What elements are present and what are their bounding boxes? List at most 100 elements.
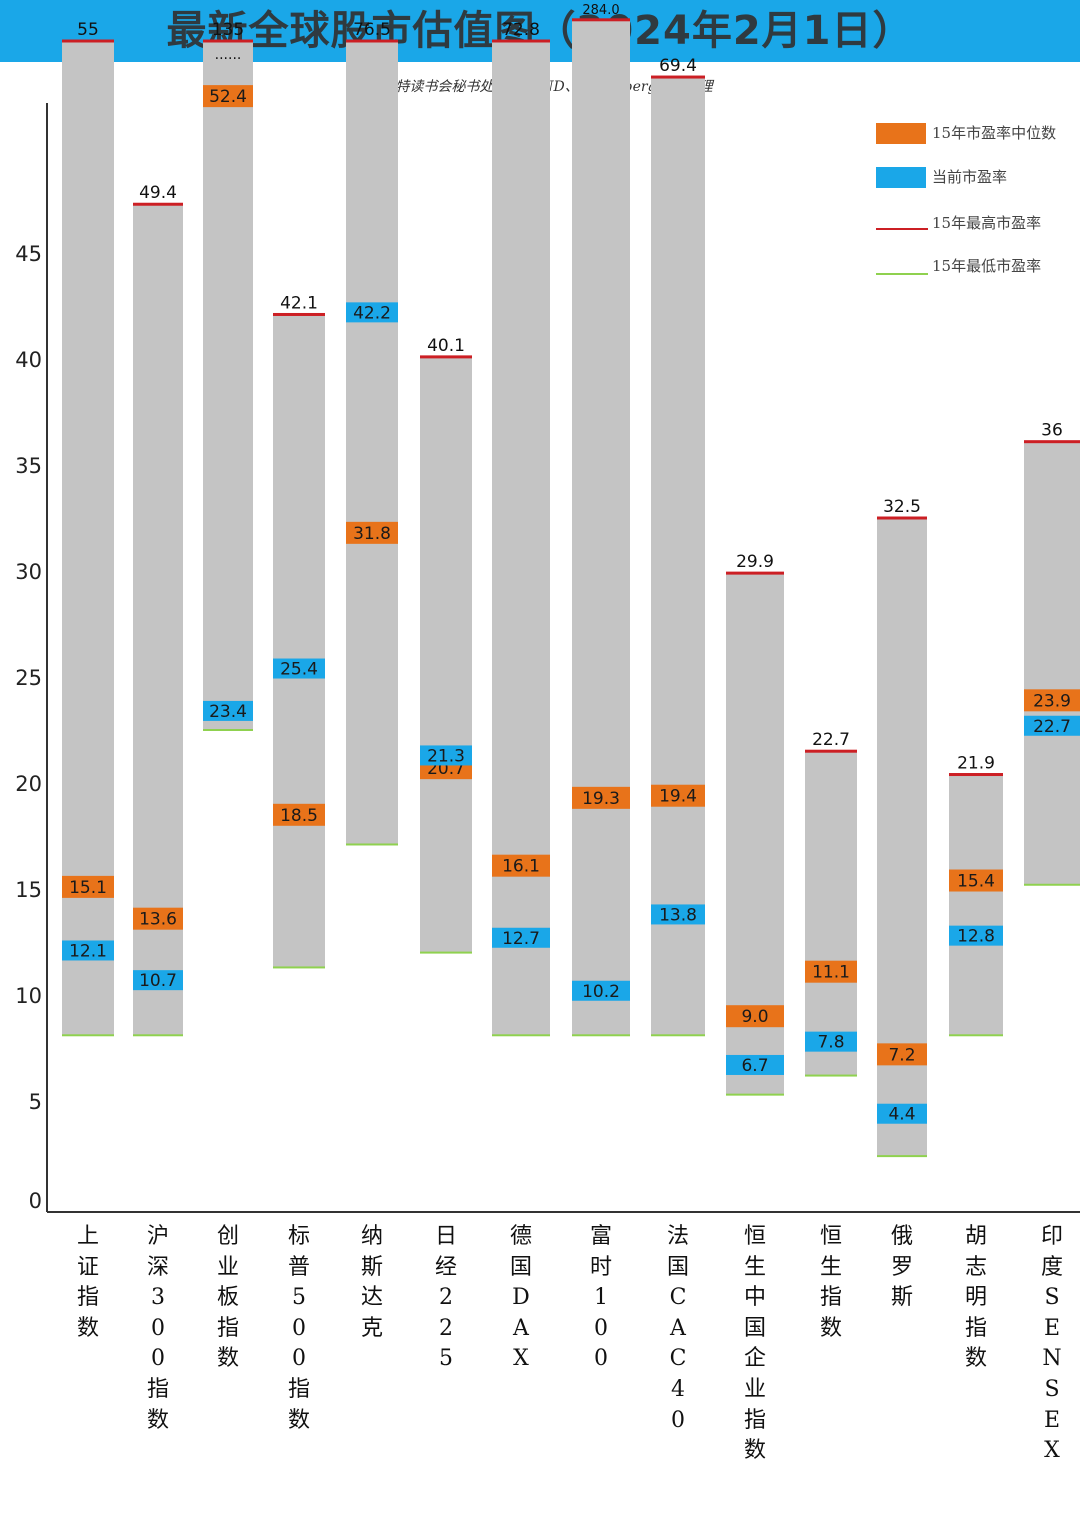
x-axis-label-char: 5 — [439, 1346, 453, 1372]
x-axis-label-char: 2 — [439, 1315, 453, 1341]
bar-range — [273, 314, 325, 968]
bar-median-marker — [572, 786, 630, 809]
bar-median-label: 13.6 — [139, 910, 177, 930]
x-axis-label-char: 达 — [360, 1285, 383, 1311]
bar-current-marker — [346, 302, 398, 323]
bar-high-label: 22.7 — [812, 730, 850, 750]
bar-current-marker — [273, 658, 325, 679]
bar-current-marker — [949, 925, 1003, 946]
bar-current-label: 12.8 — [957, 927, 995, 947]
y-tick-label: 0 — [29, 1189, 42, 1213]
bar-current-marker — [420, 745, 472, 766]
bar-high-label: 36 — [1041, 421, 1063, 441]
x-axis-label-char: 经 — [434, 1254, 457, 1280]
bar-median-marker — [1024, 689, 1080, 712]
x-axis-label-char: 标 — [287, 1224, 310, 1249]
x-axis-label-char: 数 — [76, 1315, 99, 1341]
bar-range — [1024, 441, 1080, 885]
legend-item-median: 15年市盈率中位数 — [876, 120, 1080, 144]
x-axis-label-char: 纳 — [360, 1224, 383, 1249]
x-axis-label-char: 沪 — [146, 1224, 169, 1249]
y-tick-label: 45 — [15, 242, 42, 266]
bar-median-label: 9.0 — [741, 1007, 768, 1027]
x-axis-label-char: X — [1044, 1438, 1060, 1464]
x-axis-label-char: 日 — [434, 1224, 457, 1249]
bar-current-label: 22.7 — [1033, 717, 1071, 737]
x-axis-label-char: 印 — [1040, 1224, 1063, 1249]
bar-high-label: 72.8 — [502, 20, 540, 40]
bar-current-marker — [805, 1031, 857, 1052]
bar-range — [133, 204, 183, 1036]
x-axis-label-char: 富 — [589, 1224, 612, 1249]
y-tick-label: 35 — [15, 454, 42, 478]
x-axis-label: 上证指数 — [71, 1222, 105, 1344]
legend-swatch-current — [876, 167, 926, 188]
x-axis-label-char: 斯 — [360, 1254, 383, 1280]
bar-high-line — [133, 202, 183, 206]
bar-current-marker — [492, 927, 550, 948]
legend-item-current: 当前市盈率 — [876, 164, 1080, 188]
x-axis-label-char: 板 — [216, 1285, 239, 1311]
legend-label-median: 15年市盈率中位数 — [932, 124, 1057, 142]
x-axis-label-char: 证 — [76, 1254, 99, 1280]
bar-high-label: 40.1 — [427, 336, 465, 356]
x-axis-label-char: 胡 — [964, 1224, 987, 1249]
x-axis-label-char: N — [1042, 1346, 1062, 1372]
bar-current-label: 12.7 — [502, 929, 540, 949]
bar-high-label: 55 — [77, 20, 99, 40]
x-axis-label: 标普 5 0 0 指数 — [282, 1222, 316, 1436]
bar-high-line — [203, 39, 253, 43]
bar-range — [346, 41, 398, 845]
bar-current-label: 6.7 — [741, 1056, 768, 1076]
bar-high-label: 76.5 — [353, 20, 391, 40]
x-axis-label-char: 上 — [76, 1224, 99, 1249]
legend-swatch-high — [876, 228, 928, 230]
bar-current-marker — [726, 1054, 784, 1075]
bar-high-label: 29.9 — [736, 552, 774, 572]
bar-range — [420, 356, 472, 953]
bar-current-marker — [1024, 715, 1080, 736]
bar-low-line — [273, 966, 325, 969]
bar-low-line — [203, 729, 253, 731]
bar-range — [572, 19, 630, 1036]
x-axis-label-char: 国 — [743, 1315, 766, 1341]
x-axis-label-char: 德 — [509, 1224, 532, 1249]
x-axis-label: 纳斯达克 — [355, 1222, 389, 1344]
bar-median-label: 15.1 — [69, 878, 107, 898]
bar-median-label: 11.1 — [812, 963, 850, 983]
x-axis-label-char: 4 — [671, 1376, 685, 1402]
x-axis-label-char: 企 — [743, 1346, 766, 1372]
legend-label-current: 当前市盈率 — [932, 168, 1008, 186]
bar-low-line — [572, 1034, 630, 1037]
x-axis-label-char: 克 — [360, 1315, 383, 1341]
bar-high-line — [651, 75, 705, 79]
x-axis-label-char: 2 — [439, 1285, 453, 1311]
x-axis-label-char: 3 — [151, 1285, 165, 1311]
bar-high-line — [420, 355, 472, 359]
bar-low-line — [651, 1034, 705, 1037]
x-axis-label-char: 深 — [146, 1254, 169, 1280]
bar-median-marker — [273, 803, 325, 826]
bar-median-marker — [726, 1005, 784, 1028]
y-tick-label: 25 — [15, 666, 42, 690]
x-axis-label-char: A — [670, 1315, 686, 1341]
x-axis-label-char: 指 — [743, 1407, 766, 1433]
bar-high-line — [492, 39, 550, 43]
x-axis-label-char: 时 — [589, 1254, 612, 1280]
bar-high-line — [949, 773, 1003, 777]
x-axis-label-char: 业 — [743, 1376, 766, 1402]
x-axis-label-char: 5 — [292, 1285, 306, 1311]
bar-current-label: 21.3 — [427, 746, 465, 766]
bar-range — [949, 774, 1003, 1036]
legend-swatch-median — [876, 123, 926, 144]
x-axis-label-char: 度 — [1040, 1254, 1063, 1280]
x-axis-label-char: 普 — [287, 1254, 310, 1280]
x-axis-label-char: 1 — [594, 1285, 608, 1311]
y-tick-label: 20 — [15, 772, 42, 796]
x-axis-label-char: C — [669, 1346, 687, 1372]
bar-high-line — [572, 18, 630, 22]
bar-current-label: 4.4 — [888, 1105, 915, 1125]
bar-current-label: 10.7 — [139, 971, 177, 991]
